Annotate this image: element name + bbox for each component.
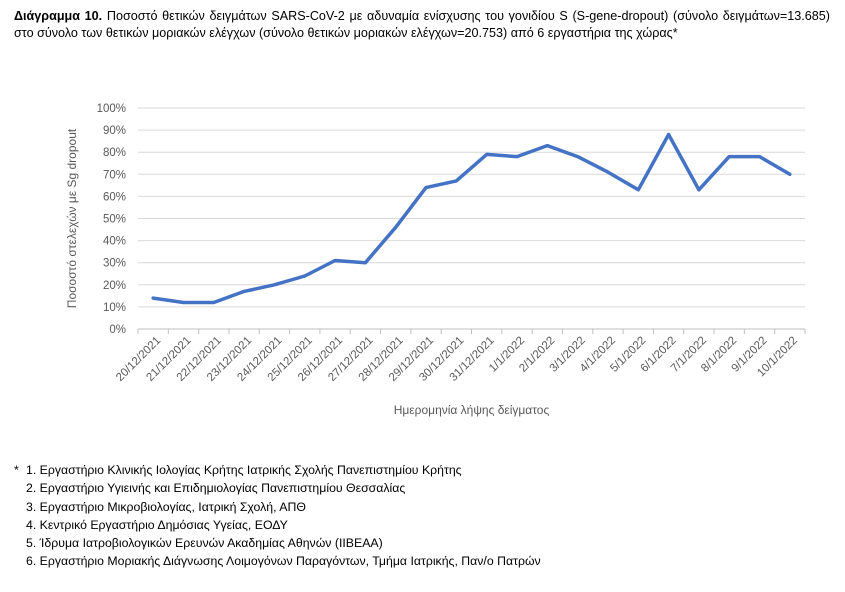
series-line [151,132,792,305]
data-point [667,133,671,137]
footnote-row: * 1. Εργαστήριο Κλινικής Ιολογίας Κρήτης… [14,461,541,479]
footnote-item: 4. Κεντρικό Εργαστήριο Δημόσιας Υγείας, … [26,517,288,532]
y-tick-label: 80% [103,147,126,159]
y-axis-title: Ποσοστό στελεχών με Sg dropout [65,128,79,308]
caption-label: Διάγραμμα 10. [14,9,103,23]
data-point [606,170,610,174]
data-point [636,188,640,192]
series-layer [151,132,792,305]
data-point [394,225,398,229]
y-tick-label: 100% [97,103,126,115]
data-point [545,144,549,148]
y-tick-label: 50% [103,214,126,226]
y-tick-label: 0% [109,324,126,336]
data-point [576,155,580,159]
footnote-item: 5. Ίδρυμα Ιατροβιολογικών Ερευνών Ακαδημ… [26,536,383,551]
data-point [242,289,246,293]
data-point [697,188,701,192]
data-point [363,261,367,265]
x-axis-title: Ημερομηνία λήψης δείγματος [394,403,550,417]
data-point [758,155,762,159]
caption-text: Ποσοστό θετικών δειγμάτων SARS-CoV-2 με … [14,9,830,40]
data-point [151,296,155,300]
gridlines [138,107,805,330]
x-axis-ticks: 20/12/202121/12/202122/12/202123/12/2021… [114,329,806,384]
y-tick-label: 60% [103,191,126,203]
data-point [515,155,519,159]
footnote-row: 6. Εργαστήριο Μοριακής Διάγνωσης Λοιμογό… [14,552,541,570]
data-point [212,300,216,304]
footnote-row: 3. Εργαστήριο Μικροβιολογίας, Ιατρική Σχ… [14,498,541,516]
data-point [727,155,731,159]
footnote-marker: * [14,463,19,477]
data-point [788,172,792,176]
y-tick-label: 30% [103,258,126,270]
figure-caption: Διάγραμμα 10. Ποσοστό θετικών δειγμάτων … [14,8,830,42]
data-point [333,258,337,262]
y-tick-label: 20% [103,280,126,292]
footnote-row: 5. Ίδρυμα Ιατροβιολογικών Ερευνών Ακαδημ… [14,534,541,552]
footnote-row: 4. Κεντρικό Εργαστήριο Δημόσιας Υγείας, … [14,516,541,534]
y-tick-label: 70% [103,169,126,181]
y-tick-label: 40% [103,236,126,248]
footnotes: * 1. Εργαστήριο Κλινικής Ιολογίας Κρήτης… [14,461,541,571]
footnote-item: 1. Εργαστήριο Κλινικής Ιολογίας Κρήτης Ι… [26,463,462,477]
footnote-row: 2. Εργαστήριο Υγιεινής και Επιδημιολογία… [14,479,541,497]
footnote-item: 2. Εργαστήριο Υγιεινής και Επιδημιολογία… [26,481,406,496]
data-point [272,283,276,287]
data-point [485,152,489,156]
line-chart: 0% 10% 20% 30% 40% 50% 60% 70% 80% 90% 100% 20/12/… [65,103,806,417]
data-point [303,274,307,278]
footnote-item: 6. Εργαστήριο Μοριακής Διάγνωσης Λοιμογό… [26,554,541,569]
y-axis-ticks: 0% 10% 20% 30% 40% 50% 60% 70% 80% 90% 100% [97,103,126,336]
footnote-item: 3. Εργαστήριο Μικροβιολογίας, Ιατρική Σχ… [26,499,306,514]
data-point [454,179,458,183]
y-tick-label: 10% [103,302,126,314]
data-point [181,300,185,304]
data-point [424,186,428,190]
y-tick-label: 90% [103,125,126,137]
